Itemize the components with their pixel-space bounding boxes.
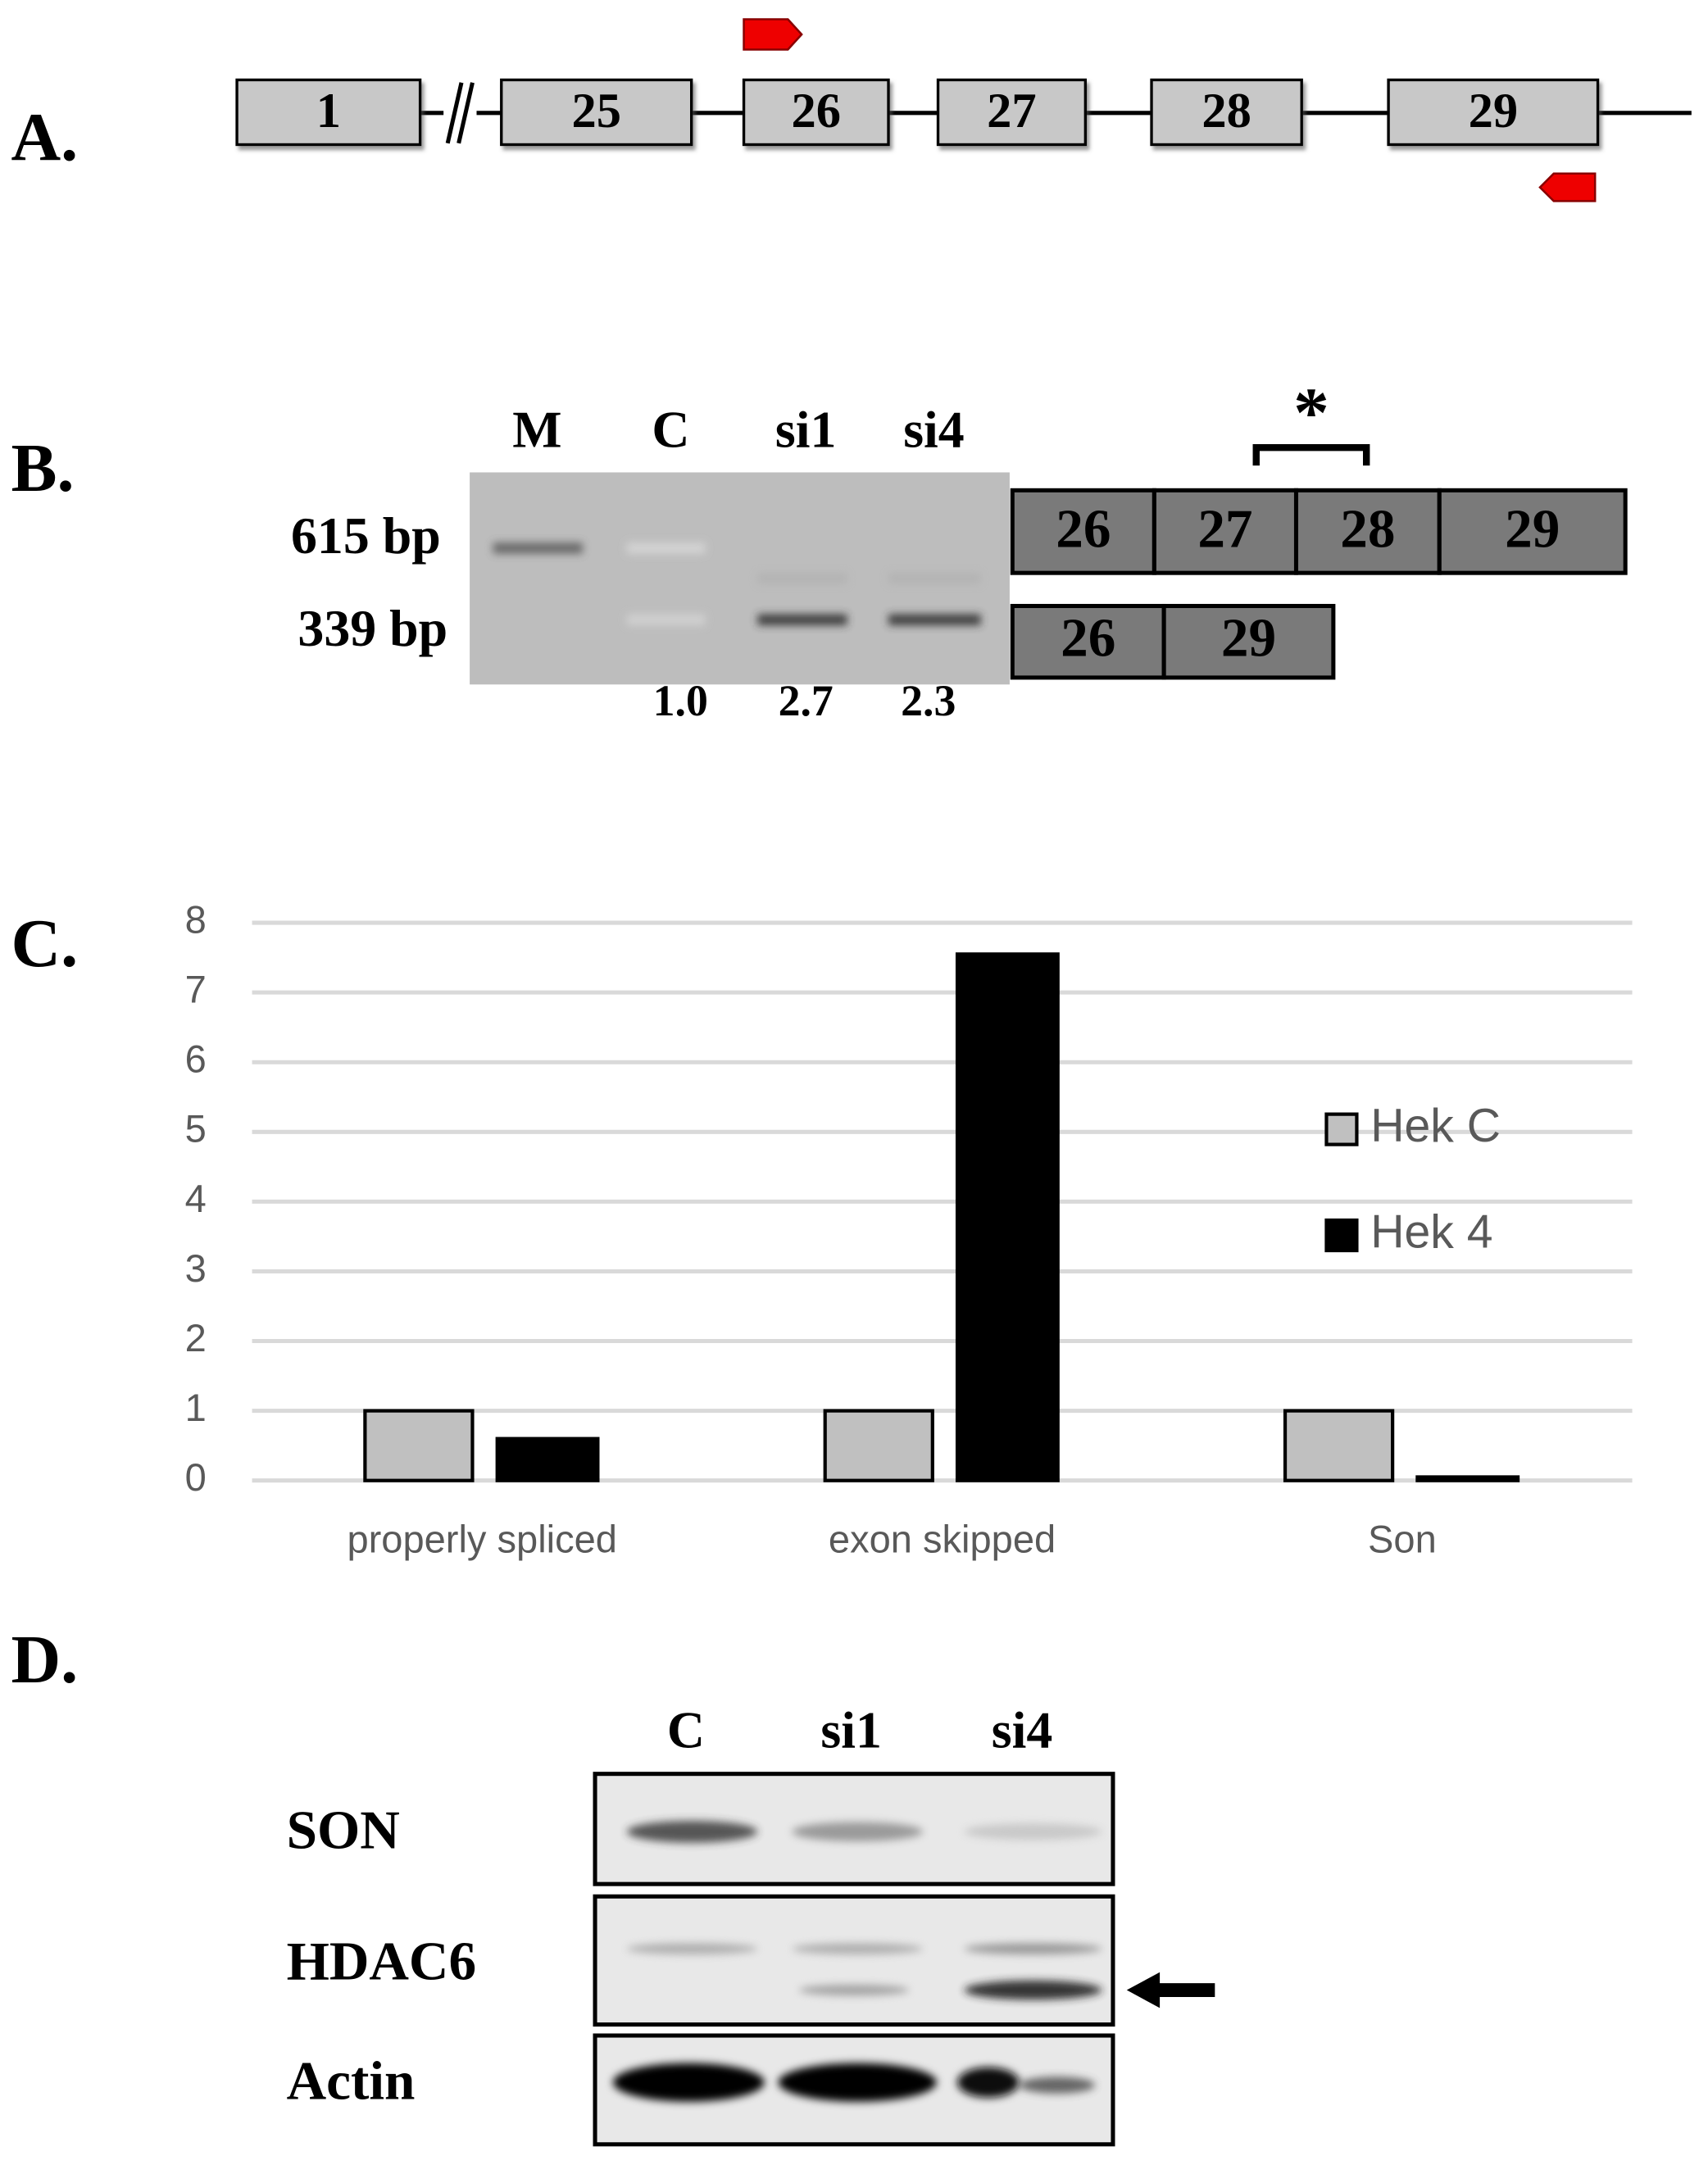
lane-label: C — [652, 401, 689, 459]
blot-band — [792, 1943, 924, 1954]
blot-band — [957, 2067, 1020, 2098]
gel-band — [626, 542, 706, 554]
exon-label: 29 — [1221, 606, 1276, 668]
gel-band — [626, 614, 706, 626]
y-tick-label: 6 — [185, 1037, 207, 1081]
exon — [1387, 78, 1600, 147]
exon — [1010, 603, 1166, 680]
row-label: HDAC6 — [287, 1930, 477, 1991]
exon-label: 28 — [1202, 84, 1251, 138]
y-tick-label: 2 — [185, 1316, 207, 1359]
gel-band — [757, 614, 847, 626]
lane-label: si4 — [903, 401, 965, 459]
blot-band — [626, 1820, 758, 1843]
size-label: 339 bp — [298, 599, 447, 657]
legend-label: Hek C — [1370, 1100, 1501, 1152]
panel-label: C. — [11, 905, 78, 982]
exon — [1150, 78, 1303, 147]
blot-band — [1019, 2076, 1096, 2094]
row-label: SON — [287, 1800, 400, 1861]
lane-label: si1 — [775, 401, 837, 459]
panel-label: D. — [11, 1622, 78, 1698]
exon — [1010, 488, 1156, 575]
exon — [936, 78, 1088, 147]
blot-band — [964, 1943, 1102, 1954]
panel-label: A. — [11, 100, 78, 176]
blot-band — [626, 1943, 758, 1954]
blot-band — [964, 1823, 1102, 1840]
gel-band — [757, 573, 847, 584]
y-tick-label: 4 — [185, 1177, 207, 1220]
exon-label: 26 — [792, 84, 842, 138]
exon-label: 29 — [1469, 84, 1519, 138]
y-tick-label: 5 — [185, 1107, 207, 1151]
bar — [495, 1437, 600, 1482]
reverse-primer — [1538, 172, 1597, 202]
gel-band — [888, 573, 981, 584]
bar — [1283, 1409, 1395, 1482]
break-gap — [443, 96, 477, 129]
exon — [235, 78, 422, 147]
size-label: 615 bp — [291, 506, 441, 565]
arrow — [1126, 1972, 1215, 2008]
exon-label: 1 — [316, 84, 341, 138]
exon-label: 28 — [1340, 498, 1395, 560]
x-tick-label: Son — [1368, 1518, 1437, 1561]
y-tick-label: 8 — [185, 897, 207, 941]
lane-label: si1 — [820, 1700, 882, 1759]
exon-label: 25 — [571, 84, 621, 138]
exon — [1152, 488, 1299, 575]
legend-label: Hek 4 — [1370, 1206, 1492, 1259]
forward-primer — [743, 18, 803, 51]
bracket — [1252, 444, 1370, 466]
bar — [955, 952, 1060, 1482]
exon-label: 26 — [1061, 606, 1115, 668]
star: * — [1293, 373, 1329, 452]
exon-label: 29 — [1505, 498, 1560, 560]
exon — [1293, 488, 1442, 575]
blot-band — [778, 2063, 937, 2102]
blot — [593, 1894, 1115, 2027]
exon-label: 27 — [1197, 498, 1252, 560]
legend-swatch — [1324, 1112, 1359, 1146]
x-tick-label: properly spliced — [347, 1518, 617, 1561]
row-label: Actin — [287, 2050, 416, 2112]
lane-label: C — [667, 1700, 705, 1759]
lane-label: si4 — [992, 1700, 1053, 1759]
bar — [823, 1409, 934, 1482]
blot-band — [964, 1980, 1102, 2000]
ratio-label: 2.3 — [901, 676, 956, 725]
blot-band — [792, 1822, 924, 1842]
panel-label: B. — [11, 430, 74, 506]
exon-label: 26 — [1056, 498, 1111, 560]
x-tick-label: exon skipped — [829, 1518, 1056, 1561]
ratio-label: 2.7 — [779, 676, 834, 725]
y-tick-label: 7 — [185, 968, 207, 1011]
exon — [500, 78, 693, 147]
gel-band — [493, 542, 583, 554]
y-tick-label: 3 — [185, 1246, 207, 1290]
exon — [742, 78, 890, 147]
y-tick-label: 0 — [185, 1455, 207, 1499]
exon-label: 27 — [987, 84, 1037, 138]
ratio-label: 1.0 — [653, 676, 708, 725]
blot-band — [612, 2063, 765, 2102]
bar — [363, 1409, 475, 1482]
gel-band — [888, 614, 981, 626]
legend-swatch — [1324, 1218, 1359, 1253]
break-mark — [457, 82, 475, 144]
break-mark — [445, 82, 464, 144]
y-tick-label: 1 — [185, 1386, 207, 1429]
lane-label: M — [512, 401, 561, 459]
exon — [1437, 488, 1628, 575]
blot-band — [798, 1984, 910, 1996]
exon — [1161, 603, 1336, 680]
bar — [1415, 1475, 1520, 1482]
